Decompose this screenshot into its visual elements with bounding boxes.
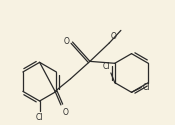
Text: Cl: Cl <box>142 83 150 92</box>
Text: O: O <box>64 36 70 46</box>
Text: Cl: Cl <box>36 113 43 122</box>
Text: O: O <box>63 108 69 117</box>
Text: O: O <box>110 32 116 41</box>
Text: Cl: Cl <box>102 62 110 71</box>
